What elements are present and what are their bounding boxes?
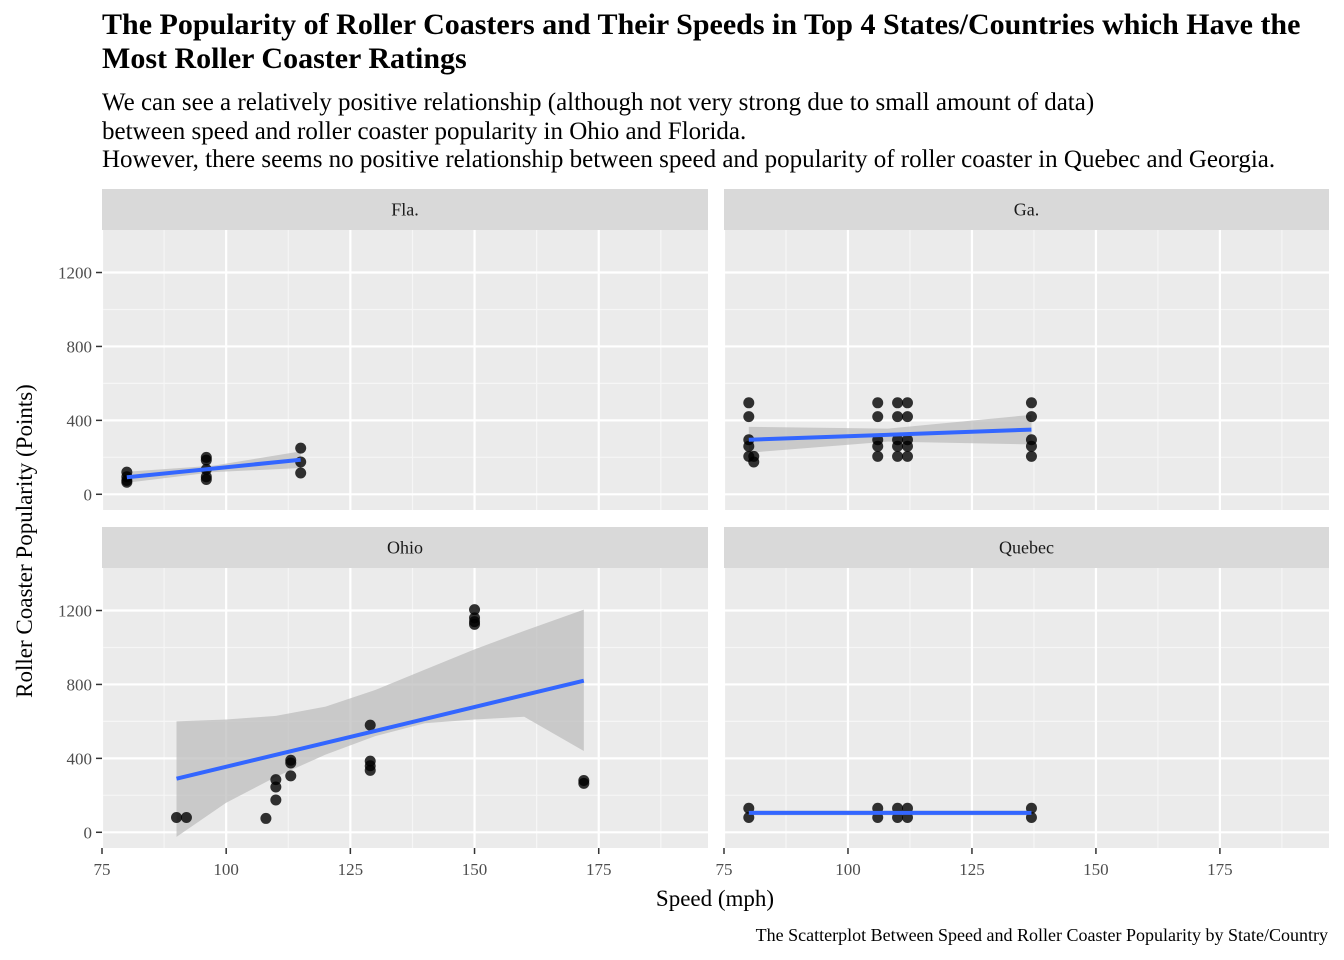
data-point bbox=[270, 781, 282, 793]
data-point bbox=[1025, 440, 1037, 452]
y-tick-label: 400 bbox=[67, 411, 93, 430]
x-tick-label: 175 bbox=[1207, 860, 1233, 879]
x-tick-label: 125 bbox=[338, 860, 364, 879]
x-tick-label: 100 bbox=[213, 860, 239, 879]
data-point bbox=[364, 719, 376, 731]
x-tick-label: 150 bbox=[462, 860, 488, 879]
data-point bbox=[743, 440, 755, 452]
data-point bbox=[295, 467, 307, 479]
chart-caption: The Scatterplot Between Speed and Roller… bbox=[756, 925, 1328, 945]
panel-fla: Fla. 0 400 800 1200 bbox=[58, 189, 708, 510]
x-tick-label: 175 bbox=[586, 860, 612, 879]
data-point bbox=[469, 604, 481, 616]
data-point bbox=[743, 411, 755, 423]
subtitle-line-1: We can see a relatively positive relatio… bbox=[102, 89, 1095, 116]
y-tick-label: 800 bbox=[67, 675, 93, 694]
data-point bbox=[469, 618, 481, 630]
data-point bbox=[121, 476, 133, 488]
data-point bbox=[285, 770, 297, 782]
data-point bbox=[578, 777, 590, 789]
x-axis-title: Speed (mph) bbox=[656, 886, 774, 911]
data-point bbox=[200, 474, 212, 486]
chart-title-text: The Popularity of Roller Coasters and Th… bbox=[102, 8, 1301, 75]
x-tick-label: 125 bbox=[959, 860, 985, 879]
data-point bbox=[901, 450, 913, 462]
data-point bbox=[200, 454, 212, 466]
chart-title: The Popularity of Roller Coasters and Th… bbox=[102, 8, 1302, 76]
regression-line bbox=[748, 427, 1032, 442]
panel-background bbox=[724, 230, 1329, 510]
data-point bbox=[892, 397, 904, 409]
y-axis-title: Roller Coaster Popularity (Points) bbox=[12, 384, 37, 698]
data-point bbox=[872, 440, 884, 452]
strip-label-fla: Fla. bbox=[391, 200, 419, 220]
data-point bbox=[260, 812, 272, 824]
x-tick-label: 150 bbox=[1083, 860, 1109, 879]
subtitle-line-3: However, there seems no positive relatio… bbox=[102, 146, 1276, 173]
panel-background bbox=[724, 568, 1329, 848]
data-point bbox=[892, 440, 904, 452]
y-tick-label: 1200 bbox=[58, 264, 92, 283]
y-tick-label: 400 bbox=[67, 749, 93, 768]
data-point bbox=[748, 450, 760, 462]
data-point bbox=[171, 812, 183, 824]
strip-label-quebec: Quebec bbox=[999, 538, 1054, 558]
x-tick-label: 75 bbox=[94, 860, 111, 879]
y-tick-label: 800 bbox=[67, 337, 93, 356]
panel-ohio: Ohio 0 400 800 1200 75 100 125 150 175 bbox=[58, 527, 708, 879]
y-tick-label: 0 bbox=[84, 485, 93, 504]
data-point bbox=[285, 757, 297, 769]
strip-label-ga: Ga. bbox=[1014, 200, 1040, 220]
data-point bbox=[901, 440, 913, 452]
data-point bbox=[270, 794, 282, 806]
confidence-band bbox=[176, 609, 584, 837]
subtitle-line-2: between speed and roller coaster popular… bbox=[102, 117, 747, 145]
data-point bbox=[872, 397, 884, 409]
strip-fla bbox=[102, 189, 708, 230]
data-point bbox=[364, 764, 376, 776]
regression-line bbox=[126, 457, 301, 480]
chart-subtitle: We can see a relatively positive relatio… bbox=[102, 89, 1344, 175]
data-point bbox=[1025, 411, 1037, 423]
data-point bbox=[901, 411, 913, 423]
panel-ga: Ga. bbox=[722, 189, 1329, 510]
data-point bbox=[872, 411, 884, 423]
x-tick-label: 100 bbox=[835, 860, 861, 879]
data-point bbox=[295, 442, 307, 454]
data-point bbox=[872, 450, 884, 462]
strip-label-ohio: Ohio bbox=[387, 538, 423, 558]
data-point bbox=[1025, 450, 1037, 462]
data-point bbox=[901, 397, 913, 409]
x-tick-label: 75 bbox=[716, 860, 733, 879]
data-point bbox=[892, 411, 904, 423]
data-point bbox=[743, 397, 755, 409]
y-tick-label: 1200 bbox=[58, 602, 92, 621]
data-point bbox=[1025, 397, 1037, 409]
strip-ga bbox=[724, 189, 1329, 230]
strip-ohio bbox=[102, 527, 708, 568]
regression-line bbox=[176, 678, 585, 781]
data-point bbox=[892, 450, 904, 462]
panel-quebec: Quebec 75 100 125 150 175 bbox=[716, 527, 1329, 879]
data-point bbox=[180, 812, 192, 824]
y-tick-label: 0 bbox=[84, 823, 93, 842]
strip-quebec bbox=[724, 527, 1329, 568]
